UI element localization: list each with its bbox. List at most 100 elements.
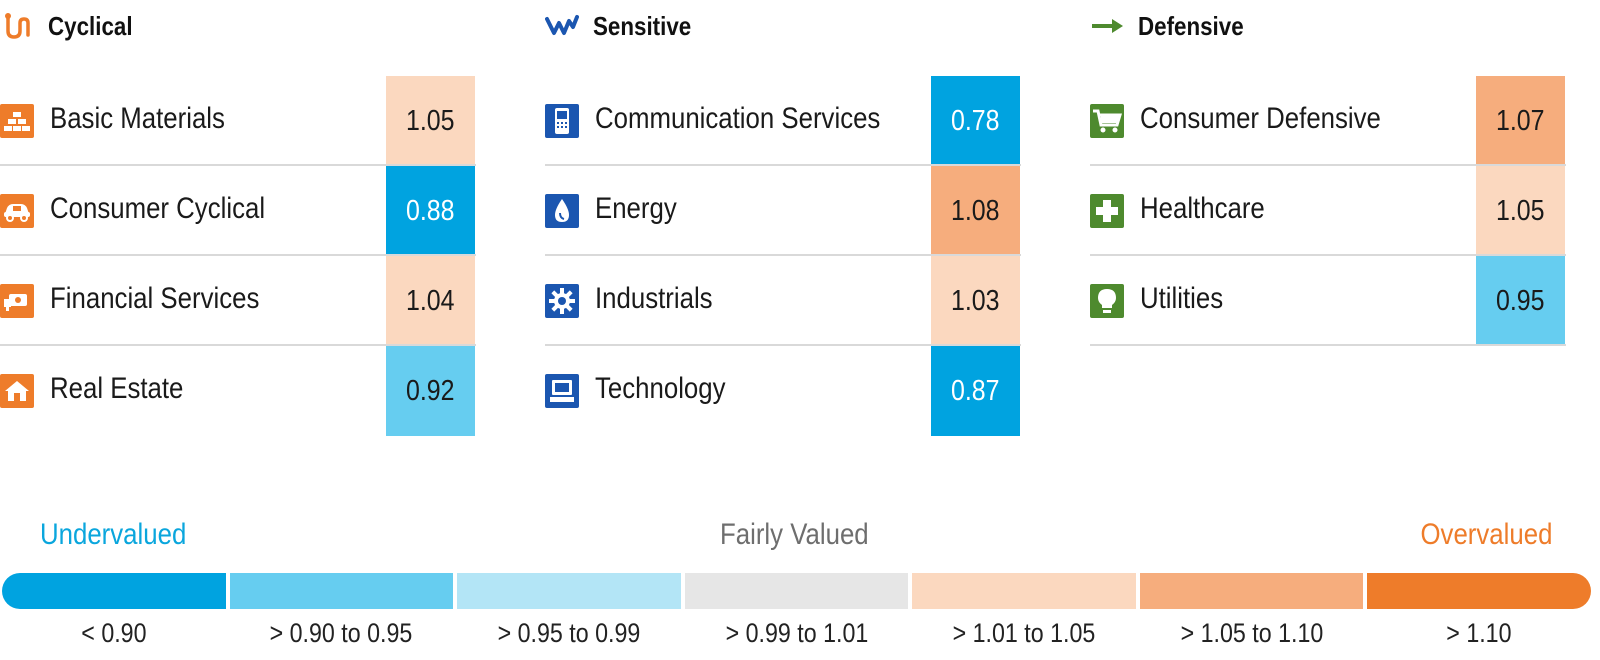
cyclical-icon [0,9,34,43]
sector-row: Consumer Defensive 1.07 [1090,76,1566,166]
scale-tick-label: > 0.99 to 1.01 [685,618,909,654]
sector-label: Energy [595,192,677,225]
scale-tick-text: > 1.05 to 1.10 [1180,618,1324,648]
sector-value-cell: 1.05 [386,76,475,166]
sector-value: 1.08 [951,194,1000,227]
fairly-valued-label: Fairly Valued [720,518,869,551]
sector-value-cell: 0.78 [931,76,1020,166]
utilities-icon [1090,284,1124,318]
overvalued-label: Overvalued [1420,518,1552,551]
sector-label: Consumer Defensive [1140,102,1381,135]
scale-tick-text: > 0.90 to 0.95 [270,618,413,648]
row-divider [545,164,1021,166]
sector-label: Communication Services [595,102,881,135]
sector-label: Technology [595,372,726,405]
sector-value-cell: 1.05 [1476,166,1565,256]
sector-row: Consumer Cyclical 0.88 [0,166,476,256]
row-divider [0,164,476,166]
sector-row: Utilities 0.95 [1090,256,1566,346]
valuation-color-scale [2,573,1592,609]
sensitive-icon [545,9,579,43]
sector-row: Real Estate 0.92 [0,346,476,436]
sector-label: Industrials [595,282,713,315]
sector-value-cell: 1.07 [1476,76,1565,166]
sector-value: 1.03 [951,284,1000,317]
scale-tick-label: > 1.01 to 1.05 [912,618,1136,654]
sector-value: 1.04 [406,284,455,317]
real-estate-icon [0,374,34,408]
communication-services-icon [545,104,579,138]
group-title: Defensive [1138,10,1244,41]
consumer-defensive-icon [1090,104,1124,138]
sector-value: 0.87 [951,374,1000,407]
scale-segment [684,573,909,609]
scale-tick-label: > 1.05 to 1.10 [1140,618,1364,654]
basic-materials-icon [0,104,34,138]
group-header: Sensitive [545,8,707,44]
scale-segment [229,573,454,609]
valuation-scale-labels: Undervalued Fairly Valued Overvalued [0,518,1600,558]
scale-tick-label: < 0.90 [2,618,226,654]
sector-label: Real Estate [50,372,184,405]
row-divider [545,344,1021,346]
sector-label: Basic Materials [50,102,225,135]
sector-value: 1.07 [1496,104,1545,137]
industrials-icon [545,284,579,318]
sector-value: 0.92 [406,374,455,407]
sector-value-cell: 1.03 [931,256,1020,346]
sector-value: 0.88 [406,194,455,227]
sector-label: Financial Services [50,282,260,315]
sector-row: Communication Services 0.78 [545,76,1021,166]
technology-icon [545,374,579,408]
row-divider [1090,254,1566,256]
scale-segment [912,573,1136,609]
sector-row: Healthcare 1.05 [1090,166,1566,256]
sector-label: Consumer Cyclical [50,192,266,225]
row-divider [1090,344,1566,346]
scale-tick-label: > 0.95 to 0.99 [457,618,681,654]
row-divider [0,344,476,346]
scale-segment [457,573,681,609]
sector-value-cell: 0.92 [386,346,475,436]
group-title: Sensitive [593,10,692,41]
scale-tick-text: > 1.01 to 1.05 [952,618,1096,648]
scale-tick-label: > 1.10 [1367,618,1591,654]
sector-row: Industrials 1.03 [545,256,1021,346]
sector-value-cell: 1.08 [931,166,1020,256]
scale-segment [1367,573,1592,609]
defensive-icon [1090,9,1124,43]
sector-label: Utilities [1140,282,1224,315]
group-title: Cyclical [48,10,133,41]
scale-tick-text: > 0.95 to 0.99 [497,618,641,648]
scale-tick-text: > 1.10 [1446,618,1512,648]
financial-services-icon [0,284,34,318]
scale-tick-text: > 0.99 to 1.01 [725,618,868,648]
row-divider [545,254,1021,256]
sector-value: 1.05 [1496,194,1545,227]
sector-row: Basic Materials 1.05 [0,76,476,166]
valuation-scale-ticks: < 0.90 > 0.90 to 0.95 > 0.95 to 0.99 > 0.99… [2,618,1591,654]
consumer-cyclical-icon [0,194,34,228]
sector-value: 0.95 [1496,284,1545,317]
row-divider [0,254,476,256]
sector-label: Healthcare [1140,192,1265,225]
sector-value: 0.78 [951,104,1000,137]
group-header: Cyclical [0,8,146,44]
sector-value-cell: 0.95 [1476,256,1565,346]
sector-row: Technology 0.87 [545,346,1021,436]
sector-value-cell: 1.04 [386,256,475,346]
sector-value-cell: 0.87 [931,346,1020,436]
scale-segment [2,573,226,609]
healthcare-icon [1090,194,1124,228]
energy-icon [545,194,579,228]
group-header: Defensive [1090,8,1261,44]
row-divider [1090,164,1566,166]
scale-segment [1139,573,1364,609]
sector-value-cell: 0.88 [386,166,475,256]
undervalued-label: Undervalued [40,518,187,551]
sector-value: 1.05 [406,104,455,137]
scale-tick-text: < 0.90 [81,618,147,648]
sector-row: Energy 1.08 [545,166,1021,256]
scale-tick-label: > 0.90 to 0.95 [230,618,454,654]
sector-row: Financial Services 1.04 [0,256,476,346]
